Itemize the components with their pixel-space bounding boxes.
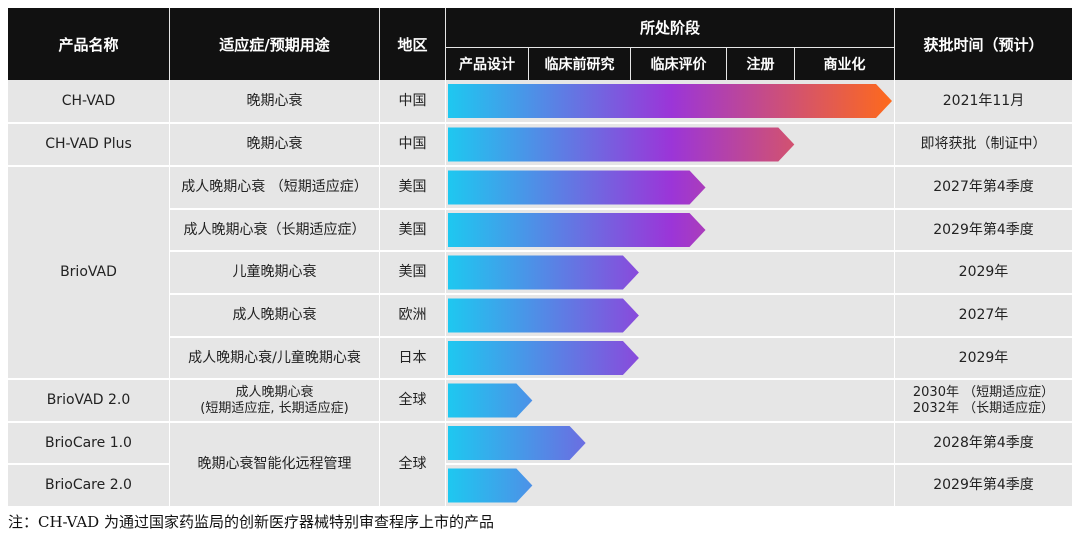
progress-arrow bbox=[448, 383, 533, 418]
region-cell: 日本 bbox=[398, 349, 427, 366]
progress-arrow bbox=[448, 298, 639, 333]
approval-cell: 2027年第4季度 bbox=[933, 179, 1034, 195]
indication-cell: 成人晚期心衰/儿童晚期心衰 bbox=[188, 349, 361, 366]
region-cell: 全球 bbox=[398, 456, 427, 472]
stage-design: 产品设计 bbox=[446, 48, 528, 80]
region-cell: 美国 bbox=[398, 264, 427, 280]
approval-cell: 2028年第4季度 bbox=[933, 434, 1034, 451]
stage-registration: 注册 bbox=[727, 48, 794, 80]
indication-cell: 晚期心衰 bbox=[246, 92, 303, 109]
region-cell: 中国 bbox=[398, 136, 427, 152]
approval-cell: 即将获批（制证中） bbox=[920, 136, 1047, 152]
header-region: 地区 bbox=[380, 8, 445, 80]
progress-arrow bbox=[448, 255, 639, 290]
progress-bars bbox=[448, 84, 892, 503]
approval-cell: 2029年 bbox=[958, 264, 1009, 280]
product-briovad-2: BrioVAD 2.0 bbox=[46, 392, 131, 408]
approval-cell: 2021年11月 bbox=[942, 92, 1025, 109]
indication-cell: 晚期心衰 bbox=[246, 136, 303, 152]
product-briocare-1: BrioCare 1.0 bbox=[45, 434, 132, 451]
product-briovad: BrioVAD bbox=[60, 264, 117, 280]
progress-arrow bbox=[448, 170, 706, 205]
header-indication: 适应症/预期用途 bbox=[170, 8, 379, 80]
header-stage: 所处阶段 bbox=[446, 8, 894, 47]
approval-cell: 2029年第4季度 bbox=[933, 221, 1034, 238]
product-briocare-2: BrioCare 2.0 bbox=[45, 477, 132, 493]
header-product: 产品名称 bbox=[8, 8, 169, 80]
region-cell: 中国 bbox=[398, 92, 427, 109]
stage-preclinical: 临床前研究 bbox=[529, 48, 630, 80]
indication-cell: 儿童晚期心衰 bbox=[232, 264, 317, 280]
progress-arrow bbox=[448, 341, 639, 375]
stage-clinical: 临床评价 bbox=[631, 48, 726, 80]
approval-cell: 2029年 bbox=[958, 349, 1009, 366]
region-cell: 全球 bbox=[398, 392, 427, 408]
indication-cell: 成人晚期心衰 bbox=[232, 307, 317, 323]
product-ch-vad-plus: CH-VAD Plus bbox=[45, 136, 132, 152]
approval-cell: 2029年第4季度 bbox=[933, 477, 1034, 493]
progress-arrow bbox=[448, 213, 706, 247]
indication-cell: 成人晚期心衰 (短期适应症, 长期适应症) bbox=[200, 384, 349, 416]
indication-cell: 成人晚期心衰（长期适应症） bbox=[183, 221, 366, 238]
progress-arrow bbox=[448, 127, 795, 162]
approval-cell: 2027年 bbox=[958, 307, 1009, 323]
progress-arrow bbox=[448, 468, 533, 503]
region-cell: 欧洲 bbox=[398, 307, 427, 323]
product-ch-vad: CH-VAD bbox=[61, 92, 116, 109]
progress-arrow bbox=[448, 426, 586, 460]
progress-arrow bbox=[448, 84, 892, 118]
header-approval: 获批时间（预计） bbox=[895, 8, 1072, 80]
indication-cell: 晚期心衰智能化远程管理 bbox=[197, 456, 352, 472]
region-cell: 美国 bbox=[398, 179, 427, 195]
approval-cell: 2030年 （短期适应症） 2032年 （长期适应症） bbox=[912, 384, 1055, 416]
region-cell: 美国 bbox=[398, 221, 427, 238]
pipeline-table: 产品名称 适应症/预期用途 地区 所处阶段 产品设计 临床前研究 临床评价 注册… bbox=[8, 8, 1072, 506]
indication-cell: 成人晚期心衰 （短期适应症） bbox=[181, 179, 368, 195]
footnote: 注：CH-VAD 为通过国家药监局的创新医疗器械特别审查程序上市的产品 bbox=[8, 513, 494, 531]
stage-commercial: 商业化 bbox=[795, 48, 894, 80]
